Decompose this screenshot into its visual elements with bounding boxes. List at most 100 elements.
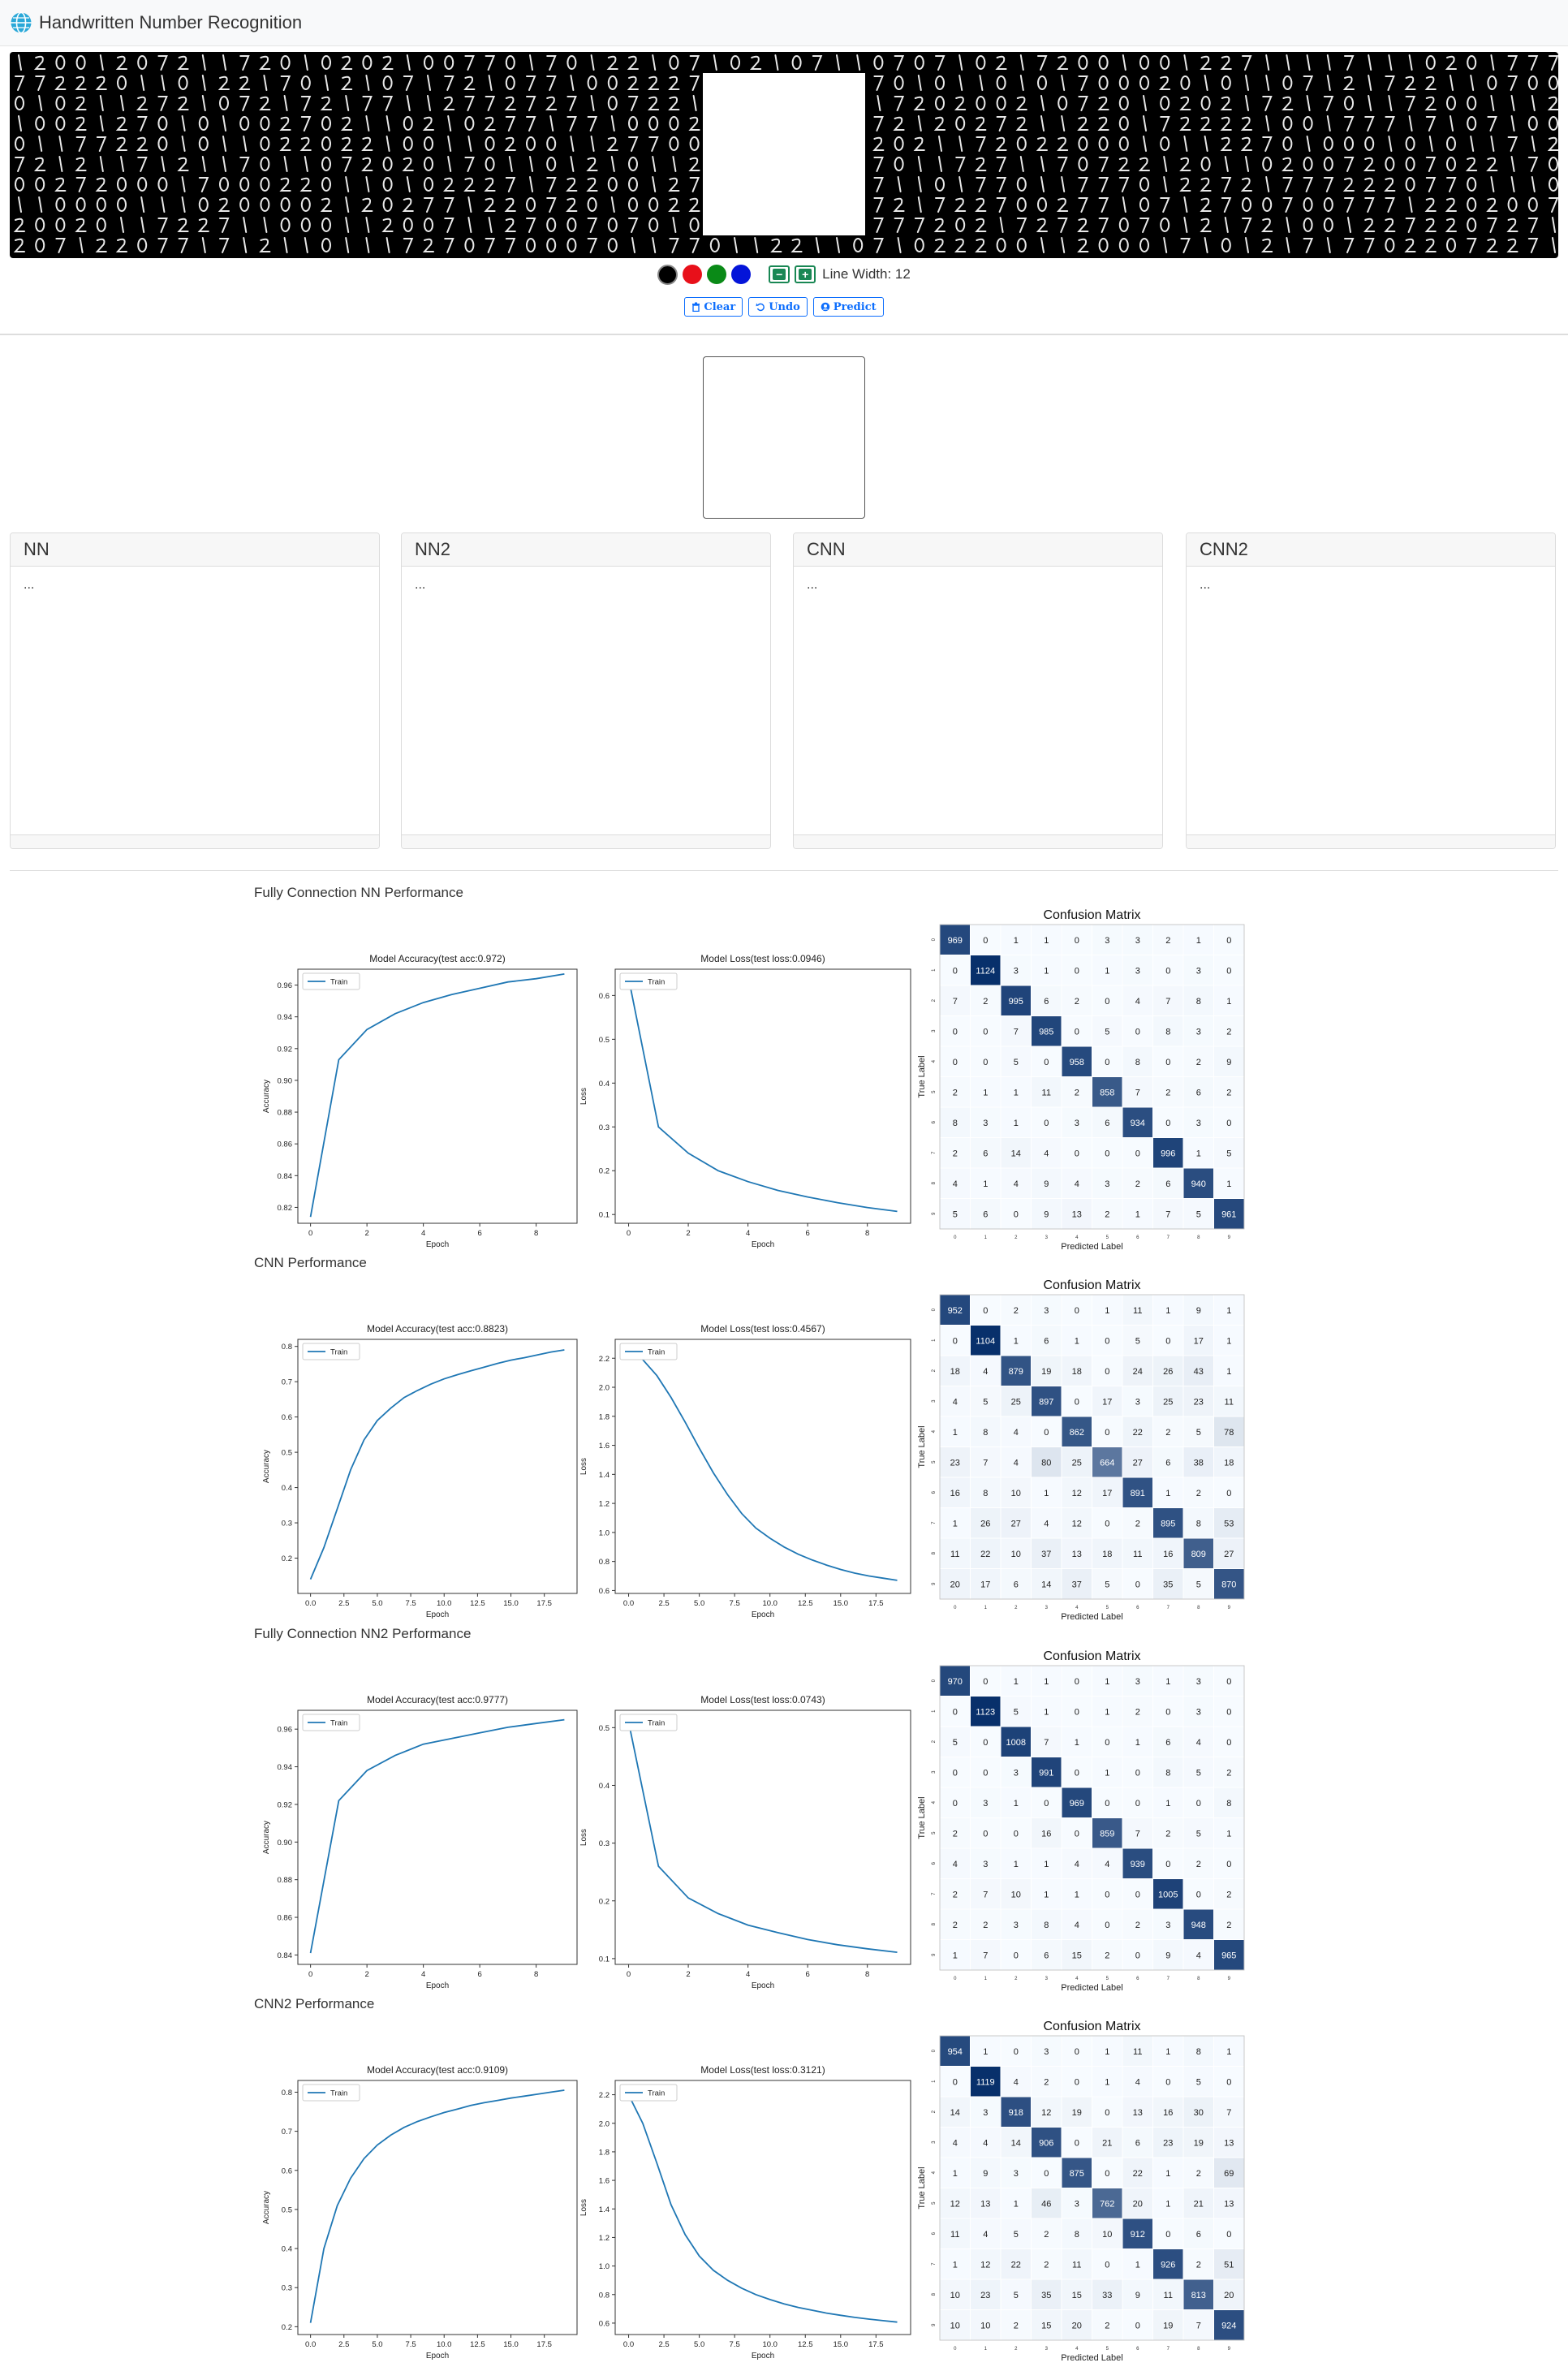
matrix-cell-value: 2 xyxy=(1196,1860,1201,1869)
matrix-cell-value: 0 xyxy=(983,1027,988,1037)
matrix-cell xyxy=(1213,985,1245,1016)
matrix-cell-value: 13 xyxy=(1133,2108,1143,2118)
matrix-cell-value: 0 xyxy=(1105,2108,1109,2118)
matrix-cell-value: 11 xyxy=(1164,2291,1173,2300)
matrix-cell xyxy=(1122,1446,1153,1478)
card-footer xyxy=(794,834,1162,848)
matrix-cell-value: 1 xyxy=(1105,1677,1109,1687)
x-tick-label: 0.0 xyxy=(623,2340,634,2349)
clear-button[interactable]: Clear xyxy=(684,297,743,317)
card-cnn: CNN ... xyxy=(793,532,1163,849)
y-axis-label: Loss xyxy=(579,1458,588,1475)
matrix-cell-value: 5 xyxy=(1196,2077,1201,2087)
matrix-cell xyxy=(1182,1939,1214,1971)
matrix-cell xyxy=(1152,1878,1184,1910)
x-tick-label: 1 xyxy=(984,1977,988,1981)
matrix-cell xyxy=(1031,2035,1062,2067)
y-tick-label: 7 xyxy=(932,2262,937,2266)
matrix-cell-value: 3 xyxy=(1044,2047,1049,2057)
matrix-cell-value: 1 xyxy=(1105,2077,1109,2087)
matrix-cell-value: 934 xyxy=(1131,1119,1145,1128)
matrix-cell-value: 0 xyxy=(1075,2047,1079,2057)
decrease-line-width-button[interactable]: − xyxy=(769,265,790,283)
matrix-cell-value: 6 xyxy=(983,1149,988,1158)
matrix-cell-value: 37 xyxy=(1041,1550,1051,1559)
matrix-cell xyxy=(1061,1507,1092,1539)
matrix-cell xyxy=(1000,1106,1032,1138)
matrix-cell xyxy=(1122,1046,1153,1077)
matrix-cell-value: 1 xyxy=(1014,1677,1019,1687)
matrix-cell xyxy=(1092,1696,1123,1727)
matrix-cell-value: 1 xyxy=(1226,1179,1231,1189)
undo-button[interactable]: Undo xyxy=(748,297,808,317)
matrix-cell-value: 4 xyxy=(983,2138,988,2148)
y-tick-label: 0.4 xyxy=(282,2245,292,2254)
matrix-cell xyxy=(1061,924,1092,955)
increase-line-width-button[interactable]: + xyxy=(795,265,816,283)
matrix-cell-value: 0 xyxy=(1226,1489,1231,1498)
matrix-cell xyxy=(1061,1076,1092,1108)
matrix-cell-value: 2 xyxy=(1105,1951,1109,1960)
color-blue-swatch[interactable] xyxy=(731,265,752,284)
matrix-cell xyxy=(1031,1355,1062,1386)
x-tick-label: 2.5 xyxy=(658,1599,669,1608)
drawing-toolbar: − + Line Width: 12 xyxy=(0,263,1568,286)
matrix-cell-value: 0 xyxy=(1075,1677,1079,1687)
matrix-cell-value: 0 xyxy=(1105,1799,1109,1809)
undo-icon xyxy=(756,303,765,312)
card-prediction: ... xyxy=(1200,578,1211,592)
matrix-cell-value: 13 xyxy=(1224,2138,1234,2148)
matrix-cell xyxy=(1061,955,1092,986)
matrix-cell xyxy=(1031,1477,1062,1508)
x-tick-label: 15.0 xyxy=(834,2340,849,2349)
matrix-cell-value: 3 xyxy=(1135,936,1140,946)
matrix-cell xyxy=(939,2248,971,2280)
color-black-swatch[interactable] xyxy=(657,264,678,285)
matrix-frame xyxy=(939,924,1245,1230)
color-green-swatch[interactable] xyxy=(707,265,727,284)
loss-chart: Model Loss(test loss:0.0743) 0 2 4 6 8 0.1 0.2 0… xyxy=(579,1694,911,1990)
card-nn: NN ... xyxy=(10,532,380,849)
loss-chart: Model Loss(test loss:0.3121) 0.0 2.5 5.0 7.5… xyxy=(579,2064,911,2361)
y-tick-label: 0.6 xyxy=(599,992,610,1001)
legend: Train xyxy=(619,2084,678,2102)
matrix-cell xyxy=(1122,2066,1153,2098)
y-tick-label: 0.92 xyxy=(278,1800,293,1809)
matrix-cell-value: 6 xyxy=(1165,1458,1170,1468)
matrix-cell xyxy=(1182,2309,1214,2341)
chart-title: Model Accuracy(test acc:0.8823) xyxy=(367,1323,508,1334)
matrix-cell xyxy=(1213,1787,1245,1818)
matrix-cell-value: 1 xyxy=(1014,1119,1019,1128)
predict-button[interactable]: Predict xyxy=(812,297,884,317)
drawing-canvas[interactable] xyxy=(703,73,865,235)
y-tick-label: 0.5 xyxy=(282,2205,292,2214)
matrix-cell-value: 813 xyxy=(1191,2291,1206,2300)
matrix-cell xyxy=(1061,1167,1092,1199)
app-title: Handwritten Number Recognition xyxy=(39,12,303,32)
matrix-cell-value: 2 xyxy=(1196,2260,1201,2270)
matrix-cell-value: 5 xyxy=(1196,1829,1201,1839)
x-tick-label: 0 xyxy=(954,1977,957,1981)
matrix-cell-value: 4 xyxy=(1075,1860,1079,1869)
card-footer xyxy=(1187,834,1555,848)
matrix-cell-value: 51 xyxy=(1224,2260,1234,2270)
y-tick-label: 2.2 xyxy=(599,1355,610,1364)
matrix-cell-value: 2 xyxy=(1135,1179,1140,1189)
matrix-cell xyxy=(1000,1696,1032,1727)
color-red-swatch[interactable] xyxy=(683,265,703,284)
matrix-cell-value: 2 xyxy=(1165,1088,1170,1097)
matrix-cell xyxy=(1213,1696,1245,1727)
x-tick-label: 6 xyxy=(1136,1977,1139,1981)
matrix-cell-value: 6 xyxy=(1165,1179,1170,1189)
chart-title: Model Loss(test loss:0.0743) xyxy=(700,1694,825,1705)
x-tick-label: 7 xyxy=(1167,1977,1170,1981)
matrix-cell xyxy=(1152,1015,1184,1047)
chart-title: Confusion Matrix xyxy=(1043,1649,1140,1663)
matrix-cell xyxy=(1092,1817,1123,1849)
matrix-cell-value: 3 xyxy=(983,1799,988,1809)
matrix-cell xyxy=(1031,1167,1062,1199)
matrix-cell-value: 11 xyxy=(1042,1088,1051,1097)
matrix-cell-value: 11 xyxy=(1225,1397,1234,1407)
